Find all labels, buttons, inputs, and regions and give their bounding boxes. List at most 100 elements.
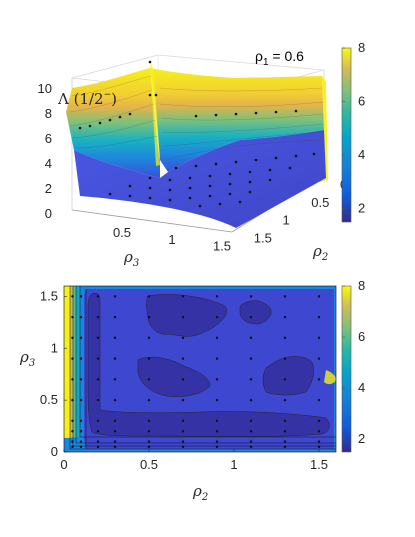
contour-low-l-region — [87, 293, 330, 437]
sample-point — [181, 357, 185, 360]
contour-axes-box — [63, 285, 337, 453]
x-tick-label: 1 — [168, 232, 175, 247]
sample-point — [79, 445, 83, 449]
sample-point — [113, 315, 117, 319]
surface-sample-points — [78, 60, 316, 208]
sample-point — [215, 295, 219, 298]
colorbar-tick-label: 8 — [358, 40, 365, 55]
contour-y-tick-label: 1.5 — [40, 288, 58, 303]
sample-point — [249, 398, 253, 402]
sample-point — [71, 398, 74, 402]
sample-point — [147, 398, 151, 402]
colorbar-bottom — [341, 285, 352, 453]
sample-point — [181, 430, 185, 433]
z-tick-label: 0 — [45, 206, 52, 221]
sample-point — [317, 430, 321, 433]
sample-point — [317, 419, 321, 423]
sample-point — [283, 295, 287, 298]
sample-point — [283, 445, 287, 449]
contour-island-4 — [239, 300, 272, 325]
sample-point — [283, 419, 287, 423]
sample-point — [181, 315, 185, 319]
y-tick-label: 1.5 — [254, 230, 272, 245]
sample-point — [181, 295, 185, 298]
sample-point — [147, 430, 151, 433]
sample-point — [249, 440, 253, 443]
contour-y-tick-label: 0 — [51, 444, 58, 459]
colorbar-tick-label: 2 — [358, 431, 365, 446]
sample-point — [147, 295, 151, 298]
colorbar-tick-label: 4 — [358, 380, 365, 395]
sample-point — [215, 378, 219, 381]
sample-point — [113, 445, 117, 449]
sample-point — [283, 315, 287, 319]
contour-y-tick-label: 0.5 — [40, 392, 58, 407]
sample-point — [79, 315, 83, 319]
z-tick-label: 2 — [45, 181, 52, 196]
sample-point — [113, 430, 117, 433]
sample-point — [249, 419, 253, 423]
sample-point — [317, 357, 321, 360]
contour-level-2 — [83, 289, 334, 449]
sample-point — [96, 336, 100, 340]
contour-x-tick-label: 1 — [230, 457, 237, 472]
sample-point — [71, 357, 74, 360]
z-axis-ticks: 0 2 4 6 8 10 — [38, 81, 52, 221]
contour-edge-high — [324, 370, 336, 385]
colorbar-tick-label: 2 — [358, 201, 365, 216]
contour-x-ticks: 0 0.5 1 1.5 — [60, 449, 328, 472]
sample-point — [215, 398, 219, 402]
sample-point — [181, 440, 185, 443]
sample-point — [113, 336, 117, 340]
contour-island-2 — [137, 356, 211, 397]
sample-point — [113, 440, 117, 443]
sample-point — [283, 336, 287, 340]
sample-point — [96, 357, 100, 360]
x-axis-ticks: 0.5 1 1.5 — [113, 225, 231, 254]
sample-point — [283, 430, 287, 433]
sample-point — [249, 430, 253, 433]
surface-left-wall — [66, 68, 160, 178]
sample-point — [79, 440, 83, 443]
z-tick-label: 4 — [45, 156, 52, 171]
x-axis-label: ρ3 — [123, 248, 139, 269]
sample-point — [147, 315, 151, 319]
sample-point — [113, 295, 117, 298]
sample-point — [283, 440, 287, 443]
surface-floor — [74, 130, 326, 228]
contour-y-tick-label: 1 — [51, 340, 58, 355]
surface-right-wall — [150, 68, 324, 172]
z-tick-label: 10 — [38, 81, 52, 96]
sample-point — [96, 398, 100, 402]
colorbar-bottom-ticks: 2 4 6 8 — [342, 278, 365, 446]
contour-sample-points — [71, 295, 321, 449]
sample-point — [79, 336, 83, 340]
colorbar-tick-label: 8 — [358, 278, 365, 293]
sample-point — [181, 445, 185, 449]
sample-point — [96, 315, 100, 319]
sample-point — [79, 398, 83, 402]
sample-point — [71, 378, 74, 381]
colorbar-top — [341, 47, 352, 223]
sample-point — [317, 440, 321, 443]
y-tick-label: 1 — [283, 213, 290, 228]
sample-point — [113, 398, 117, 402]
sample-point — [181, 378, 185, 381]
sample-point — [96, 295, 100, 298]
contour-x-tick-label: 0 — [60, 457, 67, 472]
sample-point — [71, 430, 74, 433]
sample-point — [96, 419, 100, 423]
x-tick-label: 0.5 — [113, 225, 131, 240]
z-axis-label: Λ (1/2−) — [57, 90, 117, 108]
sample-point — [249, 378, 253, 381]
sample-point — [181, 398, 185, 402]
sample-point — [317, 378, 321, 381]
contour-island-3 — [262, 356, 314, 396]
sample-point — [249, 445, 253, 449]
sample-point — [147, 357, 151, 360]
sample-point — [317, 295, 321, 298]
sample-point — [283, 398, 287, 402]
sample-point — [317, 398, 321, 402]
sample-point — [79, 378, 83, 381]
